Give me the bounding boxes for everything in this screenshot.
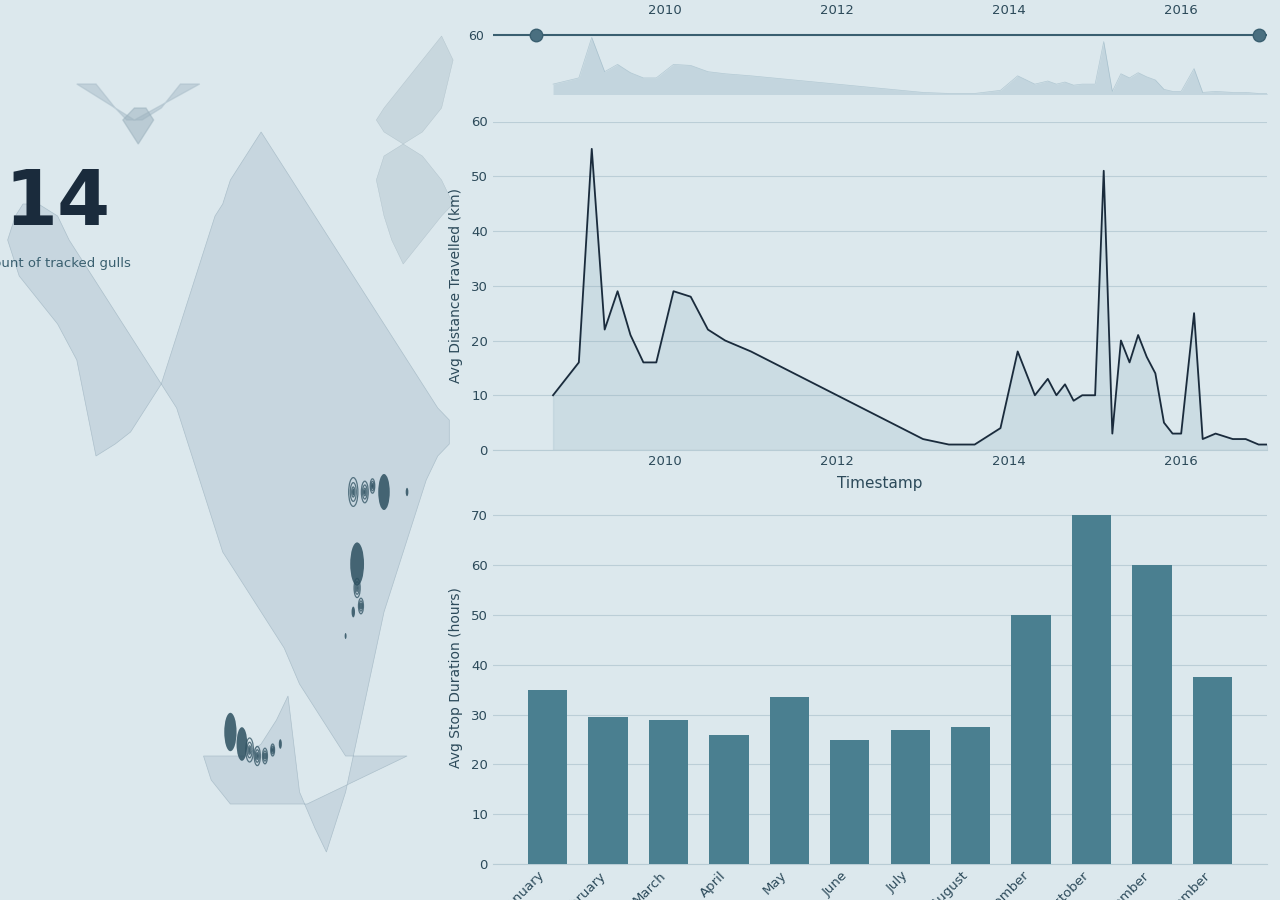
Circle shape xyxy=(356,586,358,590)
Polygon shape xyxy=(376,144,453,264)
X-axis label: Timestamp: Timestamp xyxy=(837,476,923,491)
Bar xyxy=(769,698,809,864)
Bar xyxy=(1193,678,1231,864)
Bar xyxy=(891,730,929,864)
Circle shape xyxy=(237,727,247,760)
Bar xyxy=(589,717,627,864)
Circle shape xyxy=(256,753,259,759)
Polygon shape xyxy=(376,36,453,144)
Circle shape xyxy=(364,490,366,495)
Circle shape xyxy=(351,543,364,586)
Bar xyxy=(1011,615,1051,864)
Polygon shape xyxy=(77,84,200,120)
Text: Count of tracked gulls: Count of tracked gulls xyxy=(0,257,131,271)
Bar xyxy=(709,734,749,864)
Text: 14: 14 xyxy=(5,167,110,241)
Bar xyxy=(649,720,689,864)
Y-axis label: Avg Distance Travelled (km): Avg Distance Travelled (km) xyxy=(449,188,463,383)
Circle shape xyxy=(352,607,355,617)
Circle shape xyxy=(344,633,347,639)
Circle shape xyxy=(406,488,408,496)
Circle shape xyxy=(279,739,282,749)
Circle shape xyxy=(248,747,251,753)
Circle shape xyxy=(352,489,355,496)
Y-axis label: Avg Stop Duration (hours): Avg Stop Duration (hours) xyxy=(449,587,463,768)
Circle shape xyxy=(224,713,237,752)
Bar xyxy=(529,689,567,864)
Bar xyxy=(1071,516,1111,864)
Circle shape xyxy=(379,474,389,510)
Bar xyxy=(831,740,869,864)
Bar xyxy=(951,727,991,864)
Polygon shape xyxy=(123,108,154,144)
Bar xyxy=(1133,565,1171,864)
Polygon shape xyxy=(8,132,449,852)
